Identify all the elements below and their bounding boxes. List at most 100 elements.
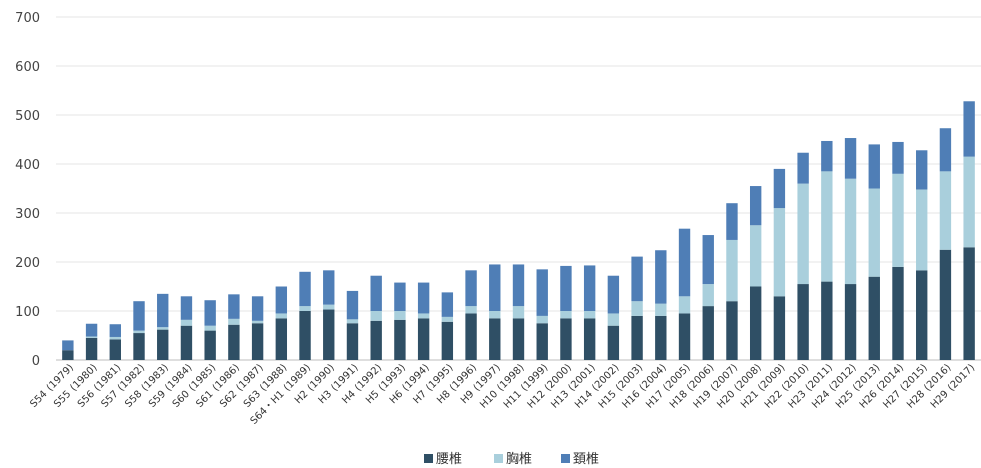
legend-swatch	[494, 454, 503, 463]
bar-segment-1	[702, 284, 714, 307]
bar-segment-1	[275, 313, 288, 319]
x-tick-era: H16	[620, 389, 642, 411]
y-axis-tick-labels: 0 100 200 300 400 500 600 700	[15, 11, 40, 369]
bar-segment-1	[441, 316, 454, 322]
bar-segment-1	[726, 239, 738, 302]
bar-segment-1	[370, 311, 382, 321]
bar-segment-1	[536, 315, 548, 324]
x-tick-era: S56	[76, 389, 97, 410]
bar-segment-0	[702, 306, 714, 360]
bar-segment-2	[892, 141, 904, 174]
legend-label: 胸椎	[506, 452, 532, 467]
bar-segment-2	[394, 282, 406, 311]
bar-segment-2	[62, 340, 74, 351]
bar-segment-1	[797, 183, 809, 285]
bar-segment-1	[228, 318, 240, 325]
bar-segment-0	[797, 284, 809, 360]
bar-segment-2	[204, 300, 216, 326]
x-tick-era: H13	[549, 389, 571, 411]
bar-segment-1	[512, 306, 525, 319]
bar-segment-1	[939, 171, 952, 250]
bar-segment-2	[299, 271, 311, 307]
y-tick-label: 0	[32, 354, 40, 369]
bar-segment-0	[133, 333, 145, 360]
bar-segment-0	[726, 301, 738, 360]
bar-segment-2	[417, 282, 430, 314]
bar-segment-0	[489, 318, 501, 360]
bar-segment-1	[251, 320, 264, 324]
bar-segment-2	[821, 140, 833, 172]
bar-segment-0	[465, 313, 477, 360]
x-tick-era: H22	[763, 389, 785, 411]
bars	[62, 101, 975, 360]
bar-segment-0	[655, 315, 667, 360]
bar-segment-2	[726, 203, 738, 240]
x-tick-era: S60	[171, 389, 192, 410]
bar-segment-0	[441, 321, 454, 360]
bar-segment-2	[489, 264, 501, 311]
bar-segment-0	[204, 330, 216, 360]
x-tick-era: S55	[52, 389, 73, 410]
y-tick-label: 300	[15, 207, 40, 222]
bar-segment-2	[844, 138, 857, 179]
bar-segment-2	[702, 235, 714, 285]
bar-segment-2	[180, 296, 193, 320]
legend: 腰椎 胸椎 頚椎	[424, 452, 599, 467]
x-tick-era: H24	[810, 389, 832, 411]
bar-segment-1	[204, 325, 216, 331]
x-tick-era: S54	[28, 389, 49, 410]
bar-segment-2	[133, 301, 145, 331]
x-tick-era: H15	[597, 389, 619, 411]
x-tick-era: S59	[147, 389, 168, 410]
bar-segment-0	[157, 329, 169, 360]
bar-segment-1	[868, 188, 880, 277]
y-tick-label: 500	[15, 109, 40, 124]
bar-segment-0	[62, 350, 74, 360]
x-tick-era: H8	[435, 389, 453, 407]
bar-segment-0	[773, 296, 786, 360]
bar-segment-1	[85, 336, 98, 338]
bar-segment-2	[583, 265, 596, 311]
bar-segment-1	[655, 303, 667, 316]
bar-segment-0	[370, 320, 382, 360]
bar-segment-0	[916, 270, 928, 360]
bar-segment-1	[133, 330, 145, 334]
x-tick-era: H6	[388, 389, 406, 407]
bar-segment-2	[963, 101, 975, 157]
bar-segment-2	[275, 286, 288, 314]
bar-segment-2	[441, 292, 454, 317]
x-tick-era: H9	[459, 389, 477, 407]
y-tick-label: 600	[15, 60, 40, 75]
bar-segment-1	[299, 306, 311, 311]
bar-segment-0	[583, 318, 596, 360]
x-tick-era: H14	[573, 389, 595, 411]
legend-swatch	[424, 454, 433, 463]
bar-segment-1	[157, 327, 169, 330]
bar-segment-2	[323, 270, 335, 305]
x-tick-era: S62	[218, 389, 239, 410]
bar-segment-1	[180, 319, 193, 326]
bar-segment-1	[346, 319, 359, 324]
bar-segment-1	[821, 171, 833, 282]
x-tick-era: H17	[644, 389, 666, 411]
bar-segment-1	[916, 189, 928, 271]
bar-segment-0	[512, 318, 525, 360]
bar-segment-0	[346, 323, 359, 360]
x-tick-era: H18	[668, 389, 690, 411]
x-tick-era: H3	[317, 389, 335, 407]
legend-label: 頚椎	[573, 452, 599, 467]
legend-swatch	[561, 454, 570, 463]
bar-segment-2	[655, 250, 667, 304]
x-tick-era: H20	[715, 389, 737, 411]
bar-segment-0	[323, 309, 335, 360]
x-tick-era: H23	[787, 389, 809, 411]
bar-segment-2	[773, 168, 786, 209]
bar-segment-1	[631, 301, 643, 316]
bar-segment-1	[489, 311, 501, 319]
bar-segment-0	[678, 313, 691, 360]
bar-segment-2	[85, 323, 98, 337]
bar-segment-0	[85, 337, 98, 360]
y-tick-label: 700	[15, 11, 40, 26]
bar-segment-0	[560, 318, 572, 360]
